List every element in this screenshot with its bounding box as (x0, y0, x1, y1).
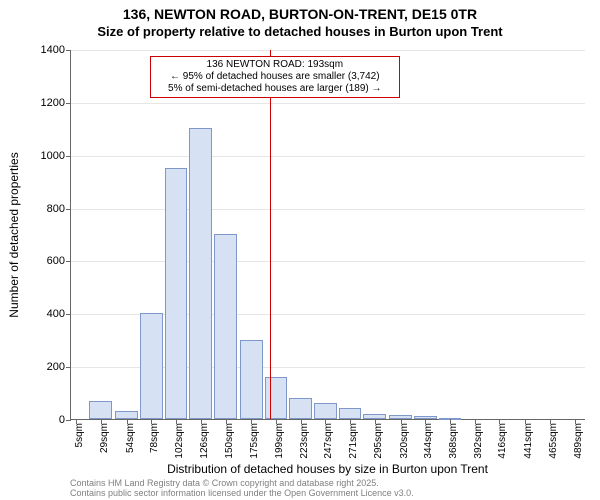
xtick-label: 150sqm (224, 423, 235, 459)
xtick-label: 271sqm (348, 423, 359, 459)
histogram-bar (115, 411, 138, 419)
annotation-text: 136 NEWTON ROAD: 193sqm (155, 59, 395, 71)
xtick-label: 344sqm (423, 423, 434, 459)
footer-line-2: Contains public sector information licen… (70, 488, 414, 498)
histogram-bar-fill (265, 377, 288, 419)
annotation-text: 5% of semi-detached houses are larger (1… (155, 83, 395, 95)
xtick-label: 441sqm (523, 423, 534, 459)
footer-line-1: Contains HM Land Registry data © Crown c… (70, 478, 414, 488)
histogram-bar-fill (240, 340, 263, 419)
histogram-bar-fill (89, 401, 112, 420)
ytick-label: 1200 (41, 97, 71, 109)
footer-attribution: Contains HM Land Registry data © Crown c… (70, 478, 414, 498)
xtick-label: 5sqm (74, 423, 85, 447)
histogram-bar (214, 234, 237, 419)
xtick-label: 247sqm (323, 423, 334, 459)
xtick-label: 416sqm (497, 423, 508, 459)
histogram-bar (265, 377, 288, 419)
xtick-label: 392sqm (473, 423, 484, 459)
chart-subtitle: Size of property relative to detached ho… (0, 24, 600, 39)
xtick-label: 489sqm (573, 423, 584, 459)
marker-line (270, 50, 271, 419)
histogram-bar-fill (339, 408, 362, 419)
xtick-label: 29sqm (99, 423, 110, 453)
ytick-label: 400 (47, 308, 71, 320)
histogram-bar-fill (140, 313, 163, 419)
ytick-label: 800 (47, 203, 71, 215)
histogram-bar (89, 401, 112, 420)
ytick-label: 1400 (41, 44, 71, 56)
xtick-label: 199sqm (274, 423, 285, 459)
xtick-label: 295sqm (373, 423, 384, 459)
annotation-text: ← 95% of detached houses are smaller (3,… (155, 71, 395, 83)
histogram-bar (289, 398, 312, 419)
y-axis-label: Number of detached properties (7, 152, 21, 317)
histogram-bar-fill (165, 168, 188, 419)
ytick-label: 600 (47, 255, 71, 267)
gridline-h (71, 103, 585, 104)
x-axis-label: Distribution of detached houses by size … (70, 462, 585, 476)
histogram-bar (140, 313, 163, 419)
ytick-label: 0 (59, 414, 71, 426)
xtick-label: 54sqm (125, 423, 136, 453)
annotation-box: 136 NEWTON ROAD: 193sqm← 95% of detached… (150, 56, 400, 98)
xtick-label: 78sqm (149, 423, 160, 453)
histogram-bar-fill (115, 411, 138, 419)
xtick-label: 223sqm (299, 423, 310, 459)
histogram-bar (314, 403, 337, 419)
ytick-label: 1000 (41, 150, 71, 162)
gridline-h (71, 156, 585, 157)
chart-title: 136, NEWTON ROAD, BURTON-ON-TRENT, DE15 … (0, 6, 600, 22)
xtick-label: 368sqm (448, 423, 459, 459)
ytick-label: 200 (47, 361, 71, 373)
xtick-label: 465sqm (548, 423, 559, 459)
xtick-label: 320sqm (399, 423, 410, 459)
histogram-bar (165, 168, 188, 419)
xtick-label: 126sqm (199, 423, 210, 459)
histogram-bar (240, 340, 263, 419)
gridline-h (71, 261, 585, 262)
histogram-bar-fill (189, 128, 212, 419)
xtick-label: 175sqm (249, 423, 260, 459)
histogram-bar-fill (289, 398, 312, 419)
histogram-bar-fill (314, 403, 337, 419)
histogram-bar (339, 408, 362, 419)
histogram-bar (189, 128, 212, 419)
gridline-h (71, 50, 585, 51)
chart-container: 136, NEWTON ROAD, BURTON-ON-TRENT, DE15 … (0, 0, 600, 500)
histogram-bar-fill (214, 234, 237, 419)
xtick-label: 102sqm (174, 423, 185, 459)
plot-area: 02004006008001000120014005sqm29sqm54sqm7… (70, 50, 585, 420)
gridline-h (71, 209, 585, 210)
